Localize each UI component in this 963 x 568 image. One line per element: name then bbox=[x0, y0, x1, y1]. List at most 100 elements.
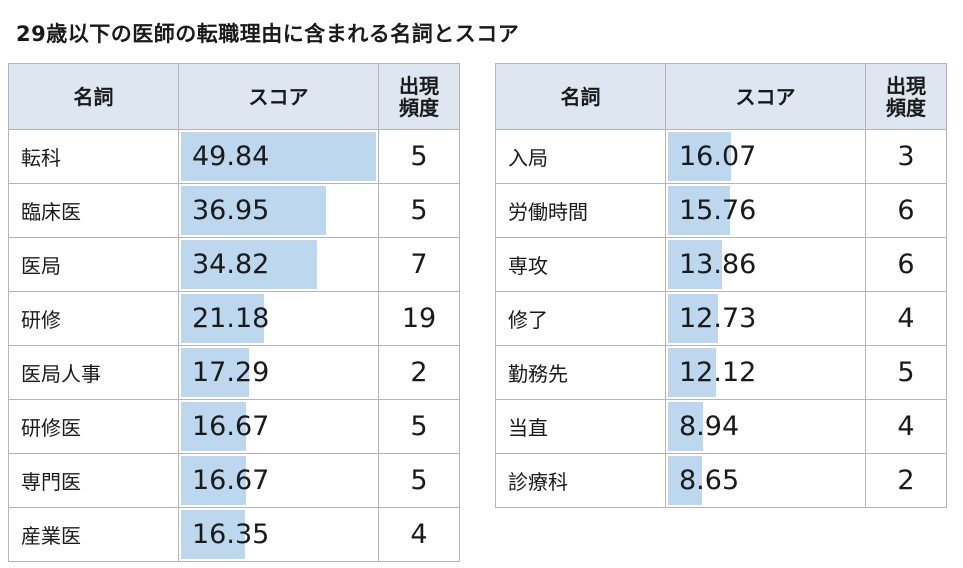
table-row: 修了 12.73 4 bbox=[495, 291, 947, 346]
score-value: 8.65 bbox=[679, 465, 740, 496]
score-bar bbox=[181, 402, 247, 451]
header-noun: 名詞 bbox=[495, 63, 666, 130]
frequency-cell: 2 bbox=[865, 453, 947, 508]
score-cell: 15.76 bbox=[665, 183, 866, 238]
frequency-cell: 19 bbox=[378, 291, 460, 346]
table-row: 診療科 8.65 2 bbox=[495, 453, 947, 508]
table-row: 産業医 16.35 4 bbox=[8, 507, 460, 562]
score-bar bbox=[181, 510, 246, 559]
header-frequency-line2: 頻度 bbox=[399, 95, 439, 120]
score-cell: 17.29 bbox=[178, 345, 379, 400]
table-header-row: 名詞 スコア 出現 頻度 bbox=[8, 63, 460, 130]
score-cell: 8.94 bbox=[665, 399, 866, 454]
frequency-cell: 5 bbox=[865, 345, 947, 400]
noun-cell: 医局人事 bbox=[8, 345, 179, 400]
noun-cell: 当直 bbox=[495, 399, 666, 454]
score-bar bbox=[668, 402, 704, 451]
score-cell: 12.73 bbox=[665, 291, 866, 346]
score-cell: 16.07 bbox=[665, 129, 866, 184]
score-bar bbox=[668, 456, 702, 505]
noun-cell: 研修医 bbox=[8, 399, 179, 454]
score-value: 13.86 bbox=[679, 249, 757, 280]
noun-cell: 転科 bbox=[8, 129, 179, 184]
noun-cell: 勤務先 bbox=[495, 345, 666, 400]
table-row: 当直 8.94 4 bbox=[495, 399, 947, 454]
score-cell: 16.35 bbox=[178, 507, 379, 562]
frequency-cell: 7 bbox=[378, 237, 460, 292]
frequency-cell: 5 bbox=[378, 453, 460, 508]
score-bar bbox=[668, 294, 718, 343]
score-cell: 21.18 bbox=[178, 291, 379, 346]
table-row: 入局 16.07 3 bbox=[495, 129, 947, 184]
score-bar bbox=[668, 186, 730, 235]
score-cell: 34.82 bbox=[178, 237, 379, 292]
header-noun: 名詞 bbox=[8, 63, 179, 130]
score-bar bbox=[181, 456, 247, 505]
score-value: 16.67 bbox=[192, 411, 270, 442]
header-frequency-line1: 出現 bbox=[886, 73, 926, 98]
score-bar bbox=[668, 240, 723, 289]
header-score: スコア bbox=[178, 63, 379, 130]
noun-cell: 修了 bbox=[495, 291, 666, 346]
score-bar bbox=[181, 132, 377, 181]
noun-cell: 専攻 bbox=[495, 237, 666, 292]
noun-cell: 診療科 bbox=[495, 453, 666, 508]
noun-cell: 入局 bbox=[495, 129, 666, 184]
score-bar bbox=[181, 348, 249, 397]
score-bar bbox=[181, 294, 265, 343]
table-row: 研修 21.18 19 bbox=[8, 291, 460, 346]
score-value: 49.84 bbox=[192, 141, 270, 172]
frequency-cell: 3 bbox=[865, 129, 947, 184]
header-frequency: 出現 頻度 bbox=[378, 63, 460, 130]
noun-cell: 労働時間 bbox=[495, 183, 666, 238]
table-body: 入局 16.07 3 労働時間 15.76 6 専攻 13.86 6 修了 12.73 4 勤務先 12.… bbox=[495, 129, 947, 508]
frequency-cell: 2 bbox=[378, 345, 460, 400]
noun-cell: 専門医 bbox=[8, 453, 179, 508]
score-cell: 8.65 bbox=[665, 453, 866, 508]
table-header-row: 名詞 スコア 出現 頻度 bbox=[495, 63, 947, 130]
frequency-cell: 4 bbox=[378, 507, 460, 562]
table-row: 医局人事 17.29 2 bbox=[8, 345, 460, 400]
frequency-cell: 5 bbox=[378, 399, 460, 454]
frequency-cell: 6 bbox=[865, 237, 947, 292]
header-frequency-line2: 頻度 bbox=[886, 95, 926, 120]
chart-title: 29歳以下の医師の転職理由に含まれる名詞とスコア bbox=[16, 22, 520, 46]
header-frequency-line1: 出現 bbox=[399, 73, 439, 98]
table-row: 臨床医 36.95 5 bbox=[8, 183, 460, 238]
table-row: 専門医 16.67 5 bbox=[8, 453, 460, 508]
score-value: 16.35 bbox=[192, 519, 270, 550]
score-cell: 36.95 bbox=[178, 183, 379, 238]
noun-cell: 研修 bbox=[8, 291, 179, 346]
noun-cell: 産業医 bbox=[8, 507, 179, 562]
score-table-right: 名詞 スコア 出現 頻度 入局 16.07 3 労働時間 15.76 6 専攻 13.86 6 修… bbox=[495, 63, 947, 508]
score-value: 34.82 bbox=[192, 249, 270, 280]
score-value: 36.95 bbox=[192, 195, 270, 226]
score-bar bbox=[181, 240, 318, 289]
score-value: 12.73 bbox=[679, 303, 757, 334]
score-bar bbox=[181, 186, 326, 235]
frequency-cell: 5 bbox=[378, 183, 460, 238]
noun-cell: 医局 bbox=[8, 237, 179, 292]
score-table-left: 名詞 スコア 出現 頻度 転科 49.84 5 臨床医 36.95 5 医局 34.82 7 研修… bbox=[8, 63, 460, 562]
score-cell: 12.12 bbox=[665, 345, 866, 400]
score-bar bbox=[668, 348, 716, 397]
table-row: 転科 49.84 5 bbox=[8, 129, 460, 184]
score-cell: 49.84 bbox=[178, 129, 379, 184]
frequency-cell: 5 bbox=[378, 129, 460, 184]
table-row: 専攻 13.86 6 bbox=[495, 237, 947, 292]
header-frequency: 出現 頻度 bbox=[865, 63, 947, 130]
score-value: 16.67 bbox=[192, 465, 270, 496]
table-body: 転科 49.84 5 臨床医 36.95 5 医局 34.82 7 研修 21.18 19 医局人事 17… bbox=[8, 129, 460, 562]
score-bar bbox=[668, 132, 731, 181]
table-row: 研修医 16.67 5 bbox=[8, 399, 460, 454]
score-cell: 16.67 bbox=[178, 453, 379, 508]
score-value: 15.76 bbox=[679, 195, 757, 226]
frequency-cell: 4 bbox=[865, 399, 947, 454]
score-value: 12.12 bbox=[679, 357, 757, 388]
frequency-cell: 6 bbox=[865, 183, 947, 238]
frequency-cell: 4 bbox=[865, 291, 947, 346]
table-row: 勤務先 12.12 5 bbox=[495, 345, 947, 400]
score-value: 21.18 bbox=[192, 303, 270, 334]
score-value: 17.29 bbox=[192, 357, 270, 388]
score-cell: 16.67 bbox=[178, 399, 379, 454]
